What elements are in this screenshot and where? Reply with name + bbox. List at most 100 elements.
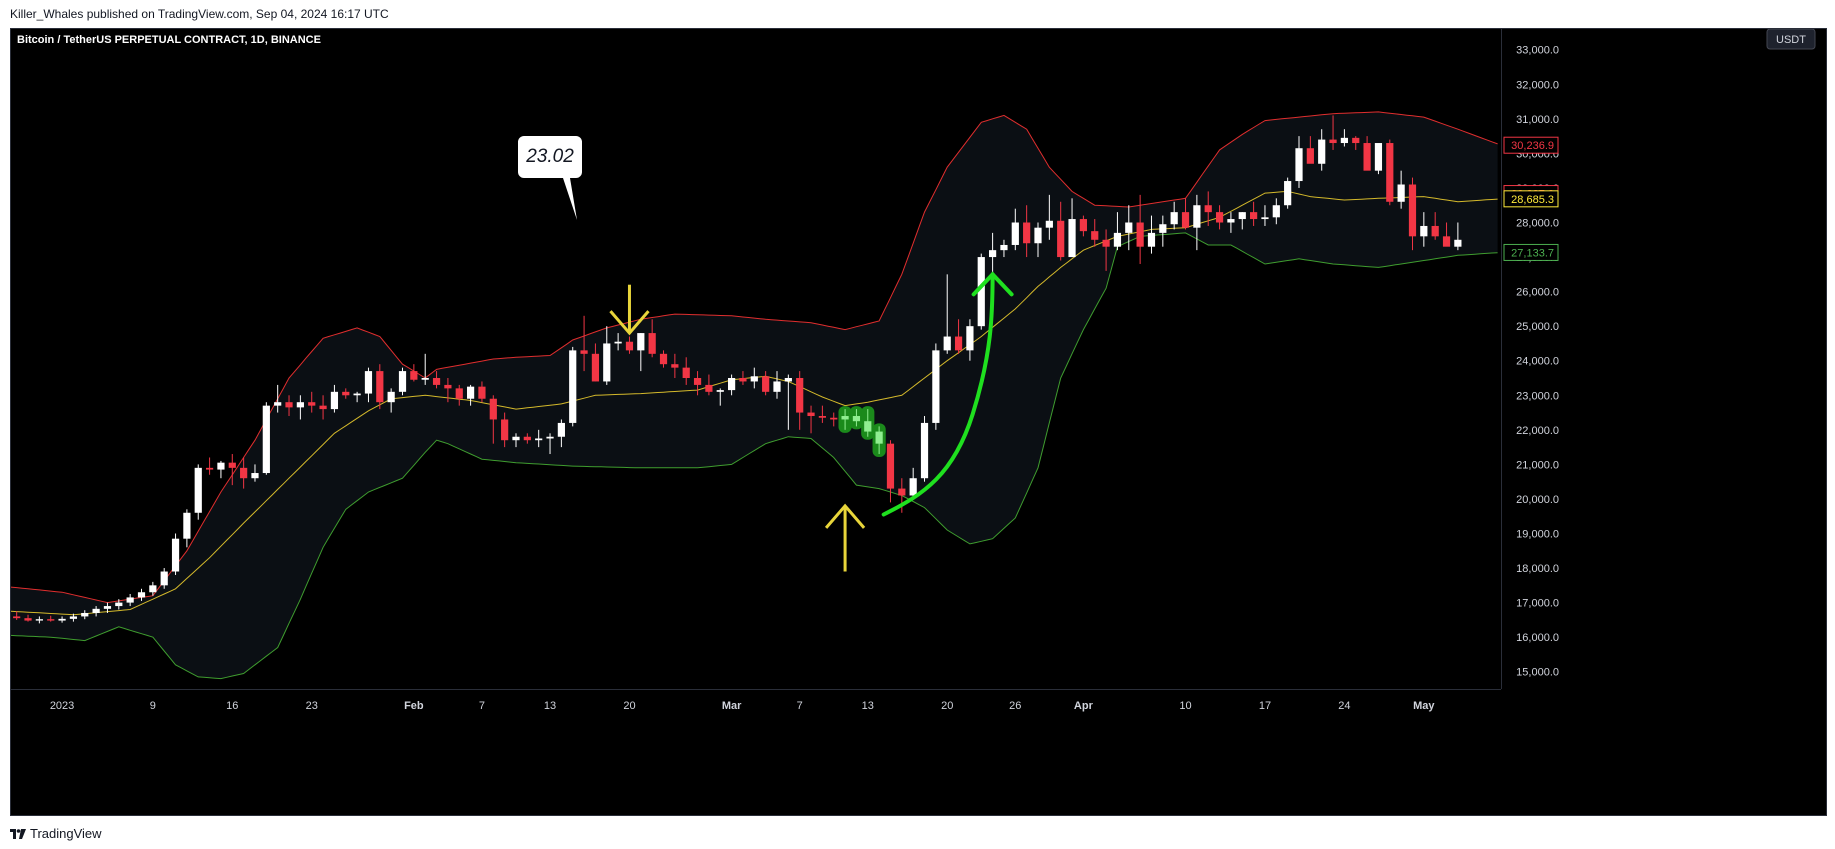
candle-body [376, 371, 384, 403]
candle [455, 384, 463, 406]
candle [171, 533, 180, 575]
candle [1000, 239, 1008, 258]
candle [1454, 222, 1462, 251]
currency-button[interactable]: USDT [1766, 28, 1816, 50]
price-axis[interactable]: 33,000.032,000.031,000.030,000.029,000.0… [1501, 29, 1826, 815]
publish-bar: Killer_Whales published on TradingView.c… [0, 0, 1835, 28]
candle [954, 319, 963, 354]
price-tick-label: 31,000.0 [1516, 114, 1559, 126]
candle [1306, 136, 1314, 164]
candle-body [1318, 139, 1326, 164]
time-tick-label: 20 [941, 700, 953, 712]
candle [47, 615, 55, 622]
candle-body [1408, 184, 1417, 237]
candle [603, 326, 611, 385]
candle [228, 454, 236, 486]
candle-body [285, 402, 293, 408]
time-tick-label: 16 [226, 700, 238, 712]
candle [773, 371, 781, 399]
candle-body [977, 257, 985, 327]
publish-info: Killer_Whales published on TradingView.c… [10, 7, 389, 21]
candle [160, 568, 168, 589]
candle-body [501, 419, 509, 441]
candle [115, 599, 123, 610]
candle [1272, 198, 1280, 225]
candle [886, 440, 895, 503]
candle [523, 433, 531, 444]
candle [319, 395, 327, 420]
candle-body [1193, 205, 1201, 228]
candle [1352, 136, 1360, 150]
candle-body [251, 473, 259, 479]
candle [1227, 212, 1235, 233]
candle-body [830, 417, 838, 420]
symbol-title: Bitcoin / TetherUS PERPETUAL CONTRACT, 1… [17, 34, 321, 46]
candle-body [1011, 222, 1019, 245]
candle [716, 388, 724, 406]
band-fill [11, 111, 1498, 679]
candle-body [387, 391, 395, 403]
price-tick-label: 22,000.0 [1516, 425, 1559, 437]
price-tick-label: 16,000.0 [1516, 632, 1559, 644]
candle [830, 412, 838, 427]
candle-body [274, 402, 282, 406]
candle [861, 406, 875, 440]
candle-body [1215, 212, 1224, 223]
candle-body [535, 438, 543, 441]
price-tick-label: 20,000.0 [1516, 494, 1559, 506]
green-curved-arrow [881, 272, 995, 517]
candle [977, 253, 985, 330]
candle [1057, 201, 1065, 261]
candle [614, 333, 622, 351]
candle [1079, 215, 1087, 237]
candle [330, 384, 339, 413]
candle-body [58, 618, 66, 621]
candle-body [69, 616, 78, 619]
candle [637, 333, 645, 372]
candle-body [739, 378, 747, 382]
candle-body [81, 612, 89, 617]
time-tick-label: 23 [306, 700, 318, 712]
candle-body [886, 443, 895, 489]
candle [535, 429, 543, 448]
candle [1431, 212, 1439, 240]
candle [920, 416, 929, 482]
candle-body [35, 619, 43, 621]
time-tick-label: 26 [1009, 700, 1021, 712]
candlestick-chart[interactable]: 23.02 33,000.032,000.031,000.030,000.029… [11, 28, 1826, 815]
candle [943, 274, 951, 354]
candle-body [762, 376, 770, 392]
candle [659, 350, 668, 368]
candle [1374, 143, 1383, 175]
candle-body [1057, 220, 1065, 258]
up-arrow-icon [824, 503, 866, 529]
candle-body [864, 421, 872, 432]
candle-body [841, 416, 849, 420]
candle-body [1272, 205, 1280, 218]
candle-body [1386, 143, 1394, 202]
candle-body [1420, 225, 1428, 237]
candle-body [353, 393, 361, 396]
candle-body [1034, 227, 1042, 244]
green-arrow-icon [971, 271, 1014, 297]
candle-body [1340, 137, 1348, 144]
candle [1397, 170, 1405, 209]
candle-body [1329, 139, 1337, 144]
time-axis[interactable]: 2023 9 16 23 Feb 7 13 20 Mar 7 13 20 26 Apr 10 17 24 May [11, 689, 1501, 713]
candle [1159, 215, 1167, 247]
callout-bubble[interactable]: 23.02 [518, 136, 582, 220]
tradingview-logo[interactable]: TradingView [10, 826, 102, 841]
candle-body [330, 391, 339, 410]
candle-body [240, 467, 248, 479]
price-tick-label: 24,000.0 [1516, 356, 1559, 368]
candle-body [932, 350, 940, 423]
candle-body [1204, 205, 1212, 213]
candle [205, 457, 214, 475]
candle [966, 319, 974, 361]
candle [569, 346, 577, 427]
candle-body [1147, 232, 1156, 247]
chart-panel[interactable]: 23.02 33,000.032,000.031,000.030,000.029… [10, 28, 1827, 816]
candle [1295, 136, 1303, 188]
annotations: 23.02 [518, 136, 1014, 572]
candle-body [194, 467, 202, 513]
